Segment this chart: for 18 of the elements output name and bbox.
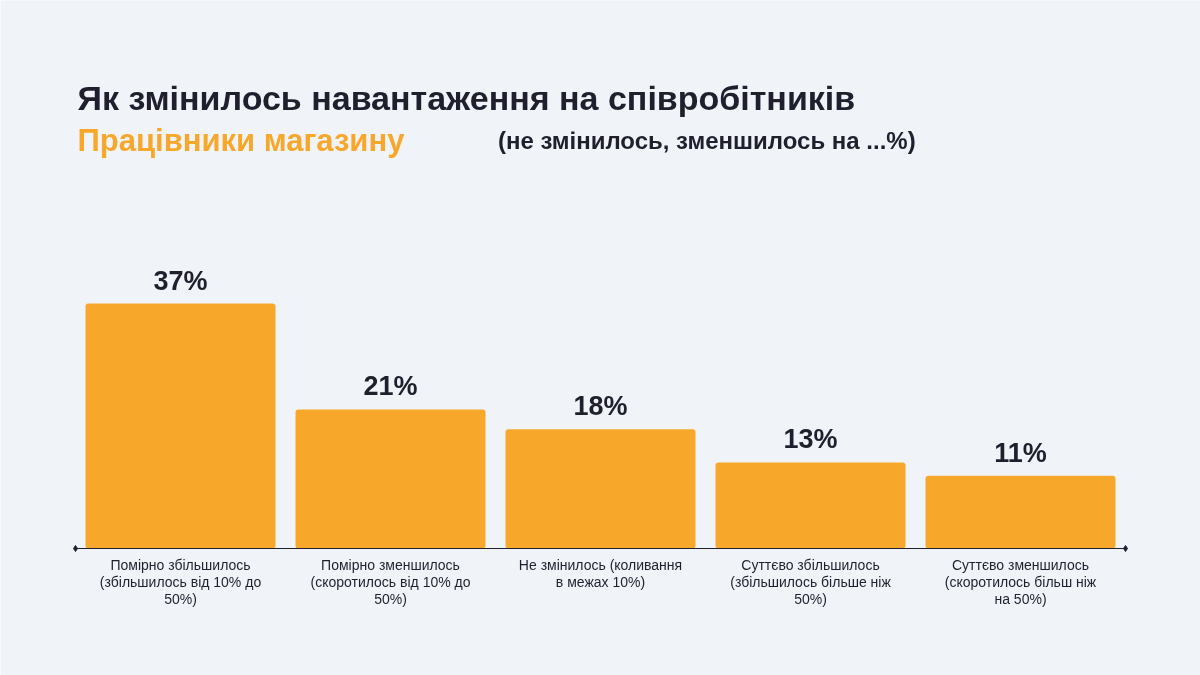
bar — [505, 429, 696, 549]
bar — [715, 462, 906, 549]
chart-subtitle: Працівники магазину — [77, 123, 406, 158]
x-tick-label: Помірно зменшилось (скоротилось від 10% до 50%) — [310, 556, 471, 607]
data-label: 37% — [153, 265, 208, 296]
x-tick-label: Суттєво збільшилось (збільшилось більше ніж 50%) — [730, 556, 892, 607]
chart-title: Як змінилось навантаження на співробітників — [77, 78, 856, 117]
text: (не змінилось, зменшилось на ...%) — [497, 127, 916, 154]
bar — [295, 409, 486, 549]
x-tick-label: Суттєво зменшилось (скоротилось більш ніж на 50%) — [944, 556, 1097, 607]
data-label: 13% — [783, 424, 838, 455]
x-tick-label: Не змінилось (коливання в межах 10%) — [518, 556, 683, 590]
data-label: 18% — [573, 391, 628, 422]
data-label: 11% — [994, 437, 1047, 468]
data-label: 21% — [363, 371, 418, 402]
bar — [925, 475, 1116, 549]
x-tick-label: Помірно збільшилось (збільшилось від 10% до 50%) — [99, 556, 262, 607]
bar — [85, 303, 276, 549]
